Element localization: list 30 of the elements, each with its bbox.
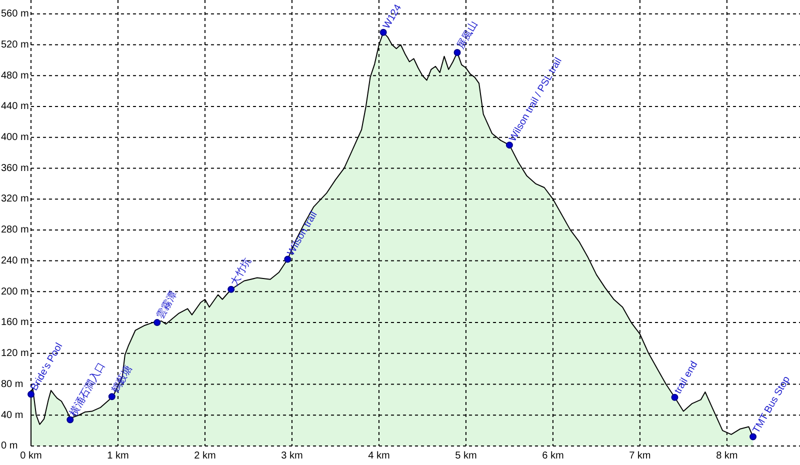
x-tick-label: 1 km [107,450,129,462]
x-tick-label: 4 km [368,450,390,462]
y-tick-label: 560 m [1,8,29,20]
x-tick-label: 6 km [542,450,564,462]
y-tick-label: 0 m [1,440,18,452]
x-tick-label: 5 km [455,450,477,462]
annotation: 鶴藪塘 [109,363,134,396]
y-tick-label: 200 m [1,286,29,298]
y-tick-label: 400 m [1,132,29,143]
y-tick-label: 520 m [1,39,29,50]
annotation: 大竹坑 [228,256,254,288]
y-tick-label: 240 m [1,255,29,266]
annotation: trail end [672,360,700,396]
y-tick-label: 80 m [1,378,24,390]
y-tick-label: 120 m [1,348,29,360]
y-tick-label: 320 m [1,194,29,205]
x-tick-label: 8 km [716,450,738,462]
y-tick-label: 280 m [1,224,29,236]
annotation: 横涌石澗入口 [67,360,108,418]
x-tick-label: 3 km [281,450,303,462]
y-tick-label: 40 m [1,410,24,421]
y-tick-label: 160 m [1,317,29,328]
annotation: 屏風山 [454,18,480,51]
x-tick-label: 2 km [194,450,216,462]
y-tick-label: 360 m [1,162,29,174]
x-tick-label: 7 km [629,450,651,462]
annotation: 雲霧潭 [154,289,180,322]
y-tick-label: 480 m [1,70,29,82]
y-tick-label: 440 m [1,101,29,112]
x-tick-label: 0 km [20,450,42,462]
